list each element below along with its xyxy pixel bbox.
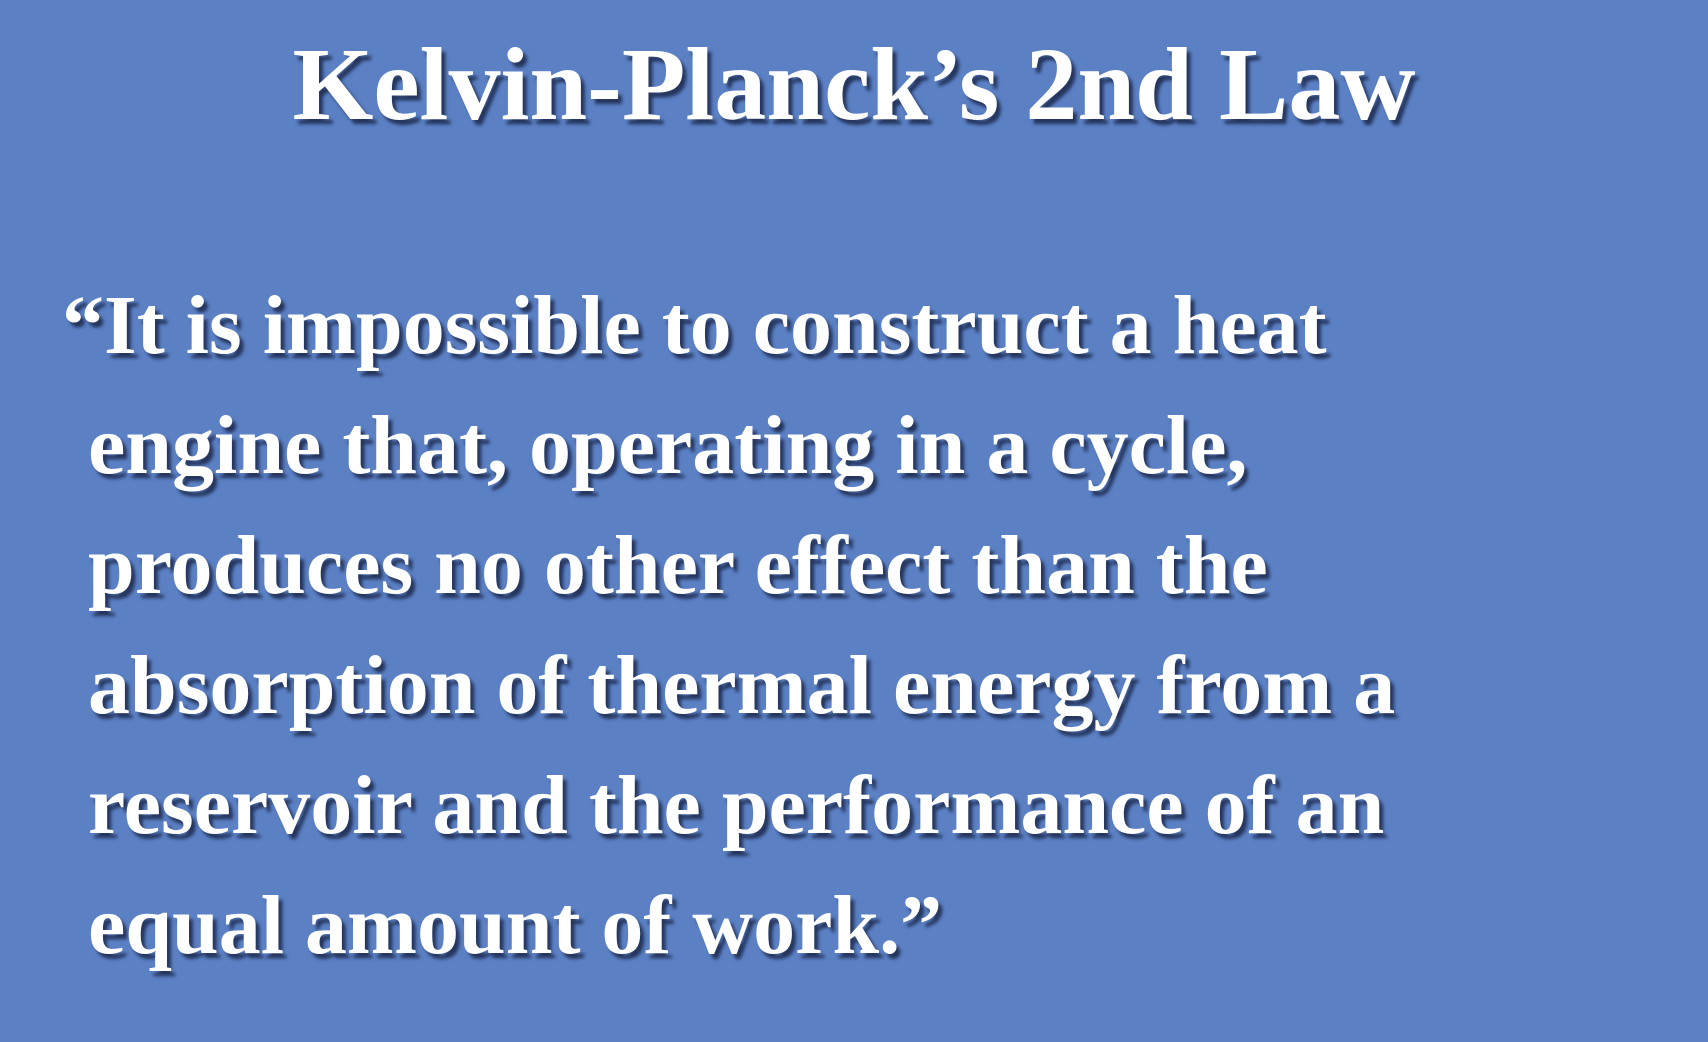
kelvin-planck-quote: “It is impossible to construct a heat en… xyxy=(62,266,1662,986)
quote-line: produces no other effect than the xyxy=(88,519,1268,612)
quote-line: reservoir and the performance of an xyxy=(88,759,1385,852)
quote-line: absorption of thermal energy from a xyxy=(88,639,1396,732)
quote-line: engine that, operating in a cycle, xyxy=(88,399,1248,492)
quote-line: equal amount of work.” xyxy=(88,879,943,972)
quote-line: “It is impossible to construct a heat xyxy=(62,279,1327,372)
slide-title: Kelvin-Planck’s 2nd Law xyxy=(292,27,1416,142)
